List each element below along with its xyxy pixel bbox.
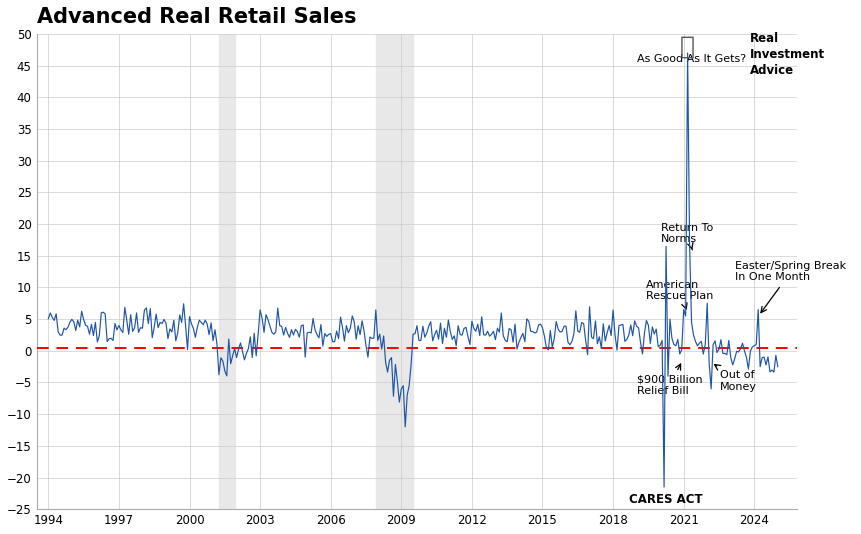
Text: Easter/Spring Break
In One Month: Easter/Spring Break In One Month	[735, 261, 846, 312]
Text: As Good As It Gets?: As Good As It Gets?	[636, 54, 746, 65]
Text: Real
Investment
Advice: Real Investment Advice	[750, 32, 825, 77]
Text: Return To
Norms: Return To Norms	[661, 223, 714, 250]
Text: Out of
Money: Out of Money	[715, 365, 757, 392]
Bar	[219, 34, 235, 509]
Bar	[376, 34, 413, 509]
Text: 🦅: 🦅	[680, 35, 695, 59]
Text: CARES ACT: CARES ACT	[629, 493, 703, 506]
Text: American
Rescue Plan: American Rescue Plan	[646, 280, 714, 309]
Text: $900 Billion
Relief Bill: $900 Billion Relief Bill	[636, 364, 703, 396]
Text: Advanced Real Retail Sales: Advanced Real Retail Sales	[36, 7, 356, 27]
